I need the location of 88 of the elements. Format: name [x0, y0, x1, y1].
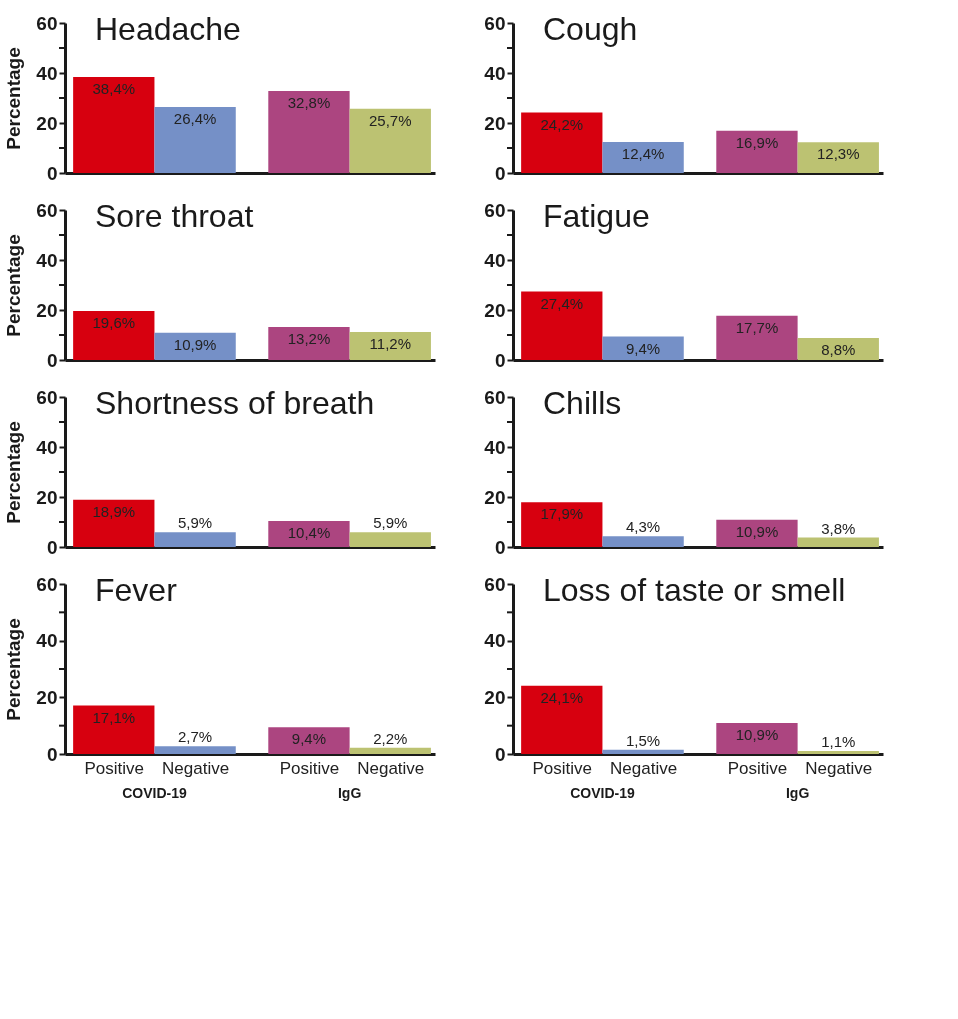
data-label: 5,9%	[373, 514, 408, 532]
y-tick-label: 60	[36, 573, 58, 595]
y-axis-title: Percentage	[3, 421, 25, 524]
x-tick-label: Negative	[610, 758, 678, 778]
y-tick-label: 60	[484, 199, 506, 221]
x-tick-label: Positive	[727, 758, 788, 778]
y-tick-label: 0	[494, 536, 506, 558]
data-label: 10,9%	[173, 335, 217, 353]
data-label: 17,7%	[735, 318, 779, 336]
chart-title: Headache	[95, 11, 241, 47]
text: COVID-19	[122, 785, 187, 801]
y-tick-label: 20	[36, 112, 58, 134]
text: IgG	[337, 785, 362, 801]
y-tick-label: 40	[36, 630, 58, 652]
y-tick-label: 40	[36, 62, 58, 84]
data-label: 13,2%	[287, 330, 331, 347]
x-tick-label: Negative	[357, 758, 425, 778]
x-tick-label: Positive	[532, 758, 593, 778]
data-label: 19,6%	[92, 314, 136, 331]
data-label: 10,9%	[735, 726, 779, 744]
data-label: 17,1%	[92, 708, 136, 726]
y-tick-label: 0	[494, 349, 506, 371]
data-label: 38,4%	[92, 80, 136, 97]
data-label: 24,2%	[540, 115, 584, 133]
data-label: 2,2%	[373, 729, 408, 747]
data-label: 4,3%	[626, 518, 661, 536]
y-tick-label: 0	[46, 349, 58, 371]
y-tick-label: 60	[36, 199, 58, 221]
chart-title: Shortness of breath	[95, 385, 375, 421]
y-axis-title: Percentage	[3, 234, 25, 337]
chart-title: Cough	[543, 11, 638, 47]
data-label: 24,1%	[540, 688, 584, 706]
data-label: 18,9%	[92, 502, 136, 520]
y-tick-label: 40	[36, 436, 58, 458]
y-tick-label: 0	[46, 536, 58, 558]
chart-title: Fever	[95, 572, 178, 608]
y-tick-label: 20	[484, 299, 506, 321]
y-axis-title: Percentage	[3, 47, 25, 150]
data-label: 26,4%	[173, 110, 217, 127]
data-label: 17,9%	[540, 505, 584, 523]
x-tick-label: Negative	[805, 758, 873, 778]
y-tick-label: 20	[36, 686, 58, 708]
data-label: 5,9%	[178, 514, 213, 532]
data-label: 10,4%	[287, 524, 331, 541]
data-label: 32,8%	[287, 94, 331, 111]
chart-title: Loss of taste or smell	[543, 572, 846, 608]
y-tick-label: 40	[484, 630, 506, 652]
x-tick-label: Positive	[279, 758, 340, 778]
y-tick-label: 20	[484, 686, 506, 708]
data-label: 9,4%	[626, 339, 661, 357]
data-label: 9,4%	[291, 730, 327, 748]
y-tick-label: 20	[484, 112, 506, 134]
y-axis-title: Percentage	[3, 618, 25, 721]
y-tick-label: 40	[36, 249, 58, 271]
y-tick-label: 40	[484, 62, 506, 84]
text: COVID-19	[570, 785, 635, 801]
x-tick-label: Positive	[84, 758, 145, 778]
chart-title: Fatigue	[543, 198, 650, 234]
data-label: 16,9%	[735, 133, 779, 151]
y-tick-label: 60	[484, 12, 506, 34]
y-tick-label: 40	[484, 249, 506, 271]
text: IgG	[785, 785, 810, 801]
data-label: 11,2%	[369, 335, 411, 352]
data-label: 25,7%	[369, 111, 412, 129]
y-tick-label: 0	[494, 743, 506, 765]
chart-title: Chills	[543, 385, 622, 421]
y-tick-label: 0	[46, 162, 58, 184]
y-tick-label: 40	[484, 436, 506, 458]
data-label: 3,8%	[821, 519, 856, 537]
data-label: 1,5%	[626, 731, 661, 749]
y-tick-label: 60	[484, 386, 506, 408]
y-tick-label: 60	[36, 12, 58, 34]
x-tick-label: Negative	[162, 758, 230, 778]
y-tick-label: 60	[484, 573, 506, 595]
data-label: 2,7%	[178, 728, 213, 746]
chart-title: Sore throat	[95, 198, 254, 234]
y-tick-label: 60	[36, 386, 58, 408]
data-label: 27,4%	[540, 294, 584, 312]
data-label: 10,9%	[735, 522, 779, 540]
data-label: 12,4%	[621, 145, 665, 162]
data-label: 1,1%	[821, 732, 856, 750]
data-label: 12,3%	[817, 145, 860, 163]
y-tick-label: 0	[46, 743, 58, 765]
data-label: 8,8%	[821, 341, 856, 358]
y-tick-label: 20	[484, 486, 506, 508]
y-tick-label: 20	[36, 299, 58, 321]
y-tick-label: 0	[494, 162, 506, 184]
y-tick-label: 20	[36, 486, 58, 508]
